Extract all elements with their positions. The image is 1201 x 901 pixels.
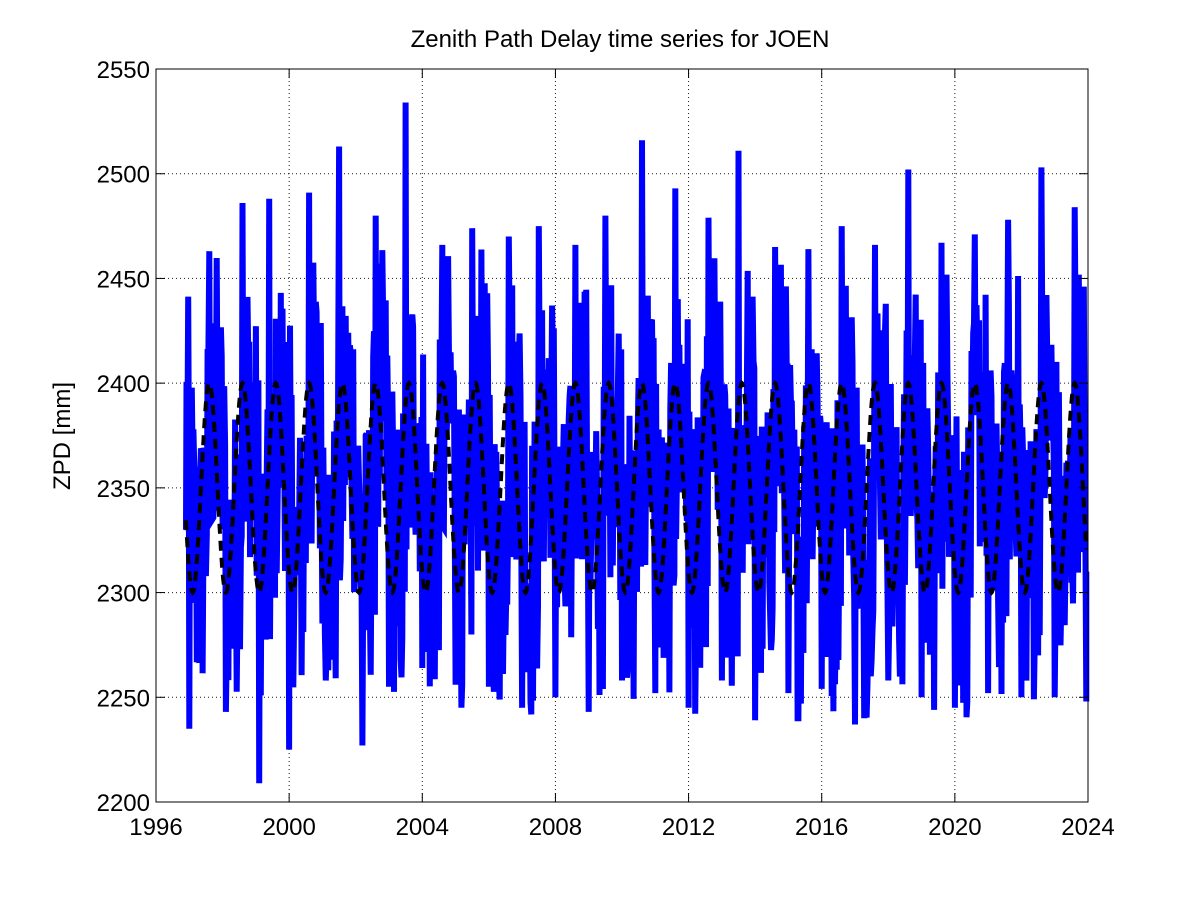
- x-tick-label: 2020: [928, 814, 981, 841]
- y-tick-label: 2400: [97, 371, 150, 398]
- y-axis-label: ZPD [mm]: [49, 382, 76, 490]
- y-tick-label: 2550: [97, 57, 150, 84]
- y-tick-label: 2450: [97, 266, 150, 293]
- y-tick-label: 2250: [97, 685, 150, 712]
- chart-title: Zenith Path Delay time series for JOEN: [411, 26, 830, 53]
- x-tick-label: 2008: [529, 814, 582, 841]
- tick-layer: 1996 2000 2004 2008 2012 2016 2020 2024 2200 2250…: [97, 57, 1115, 841]
- series-layer: [183, 102, 1090, 784]
- x-tick-label: 2012: [662, 814, 715, 841]
- series-line-zpd: [183, 102, 1090, 784]
- x-tick-label: 2024: [1061, 814, 1114, 841]
- y-tick-label: 2350: [97, 476, 150, 503]
- y-tick-label: 2500: [97, 162, 150, 189]
- x-tick-label: 2016: [795, 814, 848, 841]
- x-tick-label: 1996: [129, 814, 182, 841]
- axes-box: [155, 68, 1089, 803]
- series-line-seasonal-fit: [184, 380, 1089, 596]
- y-tick-label: 2300: [97, 581, 150, 608]
- x-tick-label: 2004: [396, 814, 449, 841]
- axes-frame: [155, 68, 1089, 803]
- x-tick-label: 2000: [262, 814, 315, 841]
- y-tick-label: 2200: [97, 790, 150, 817]
